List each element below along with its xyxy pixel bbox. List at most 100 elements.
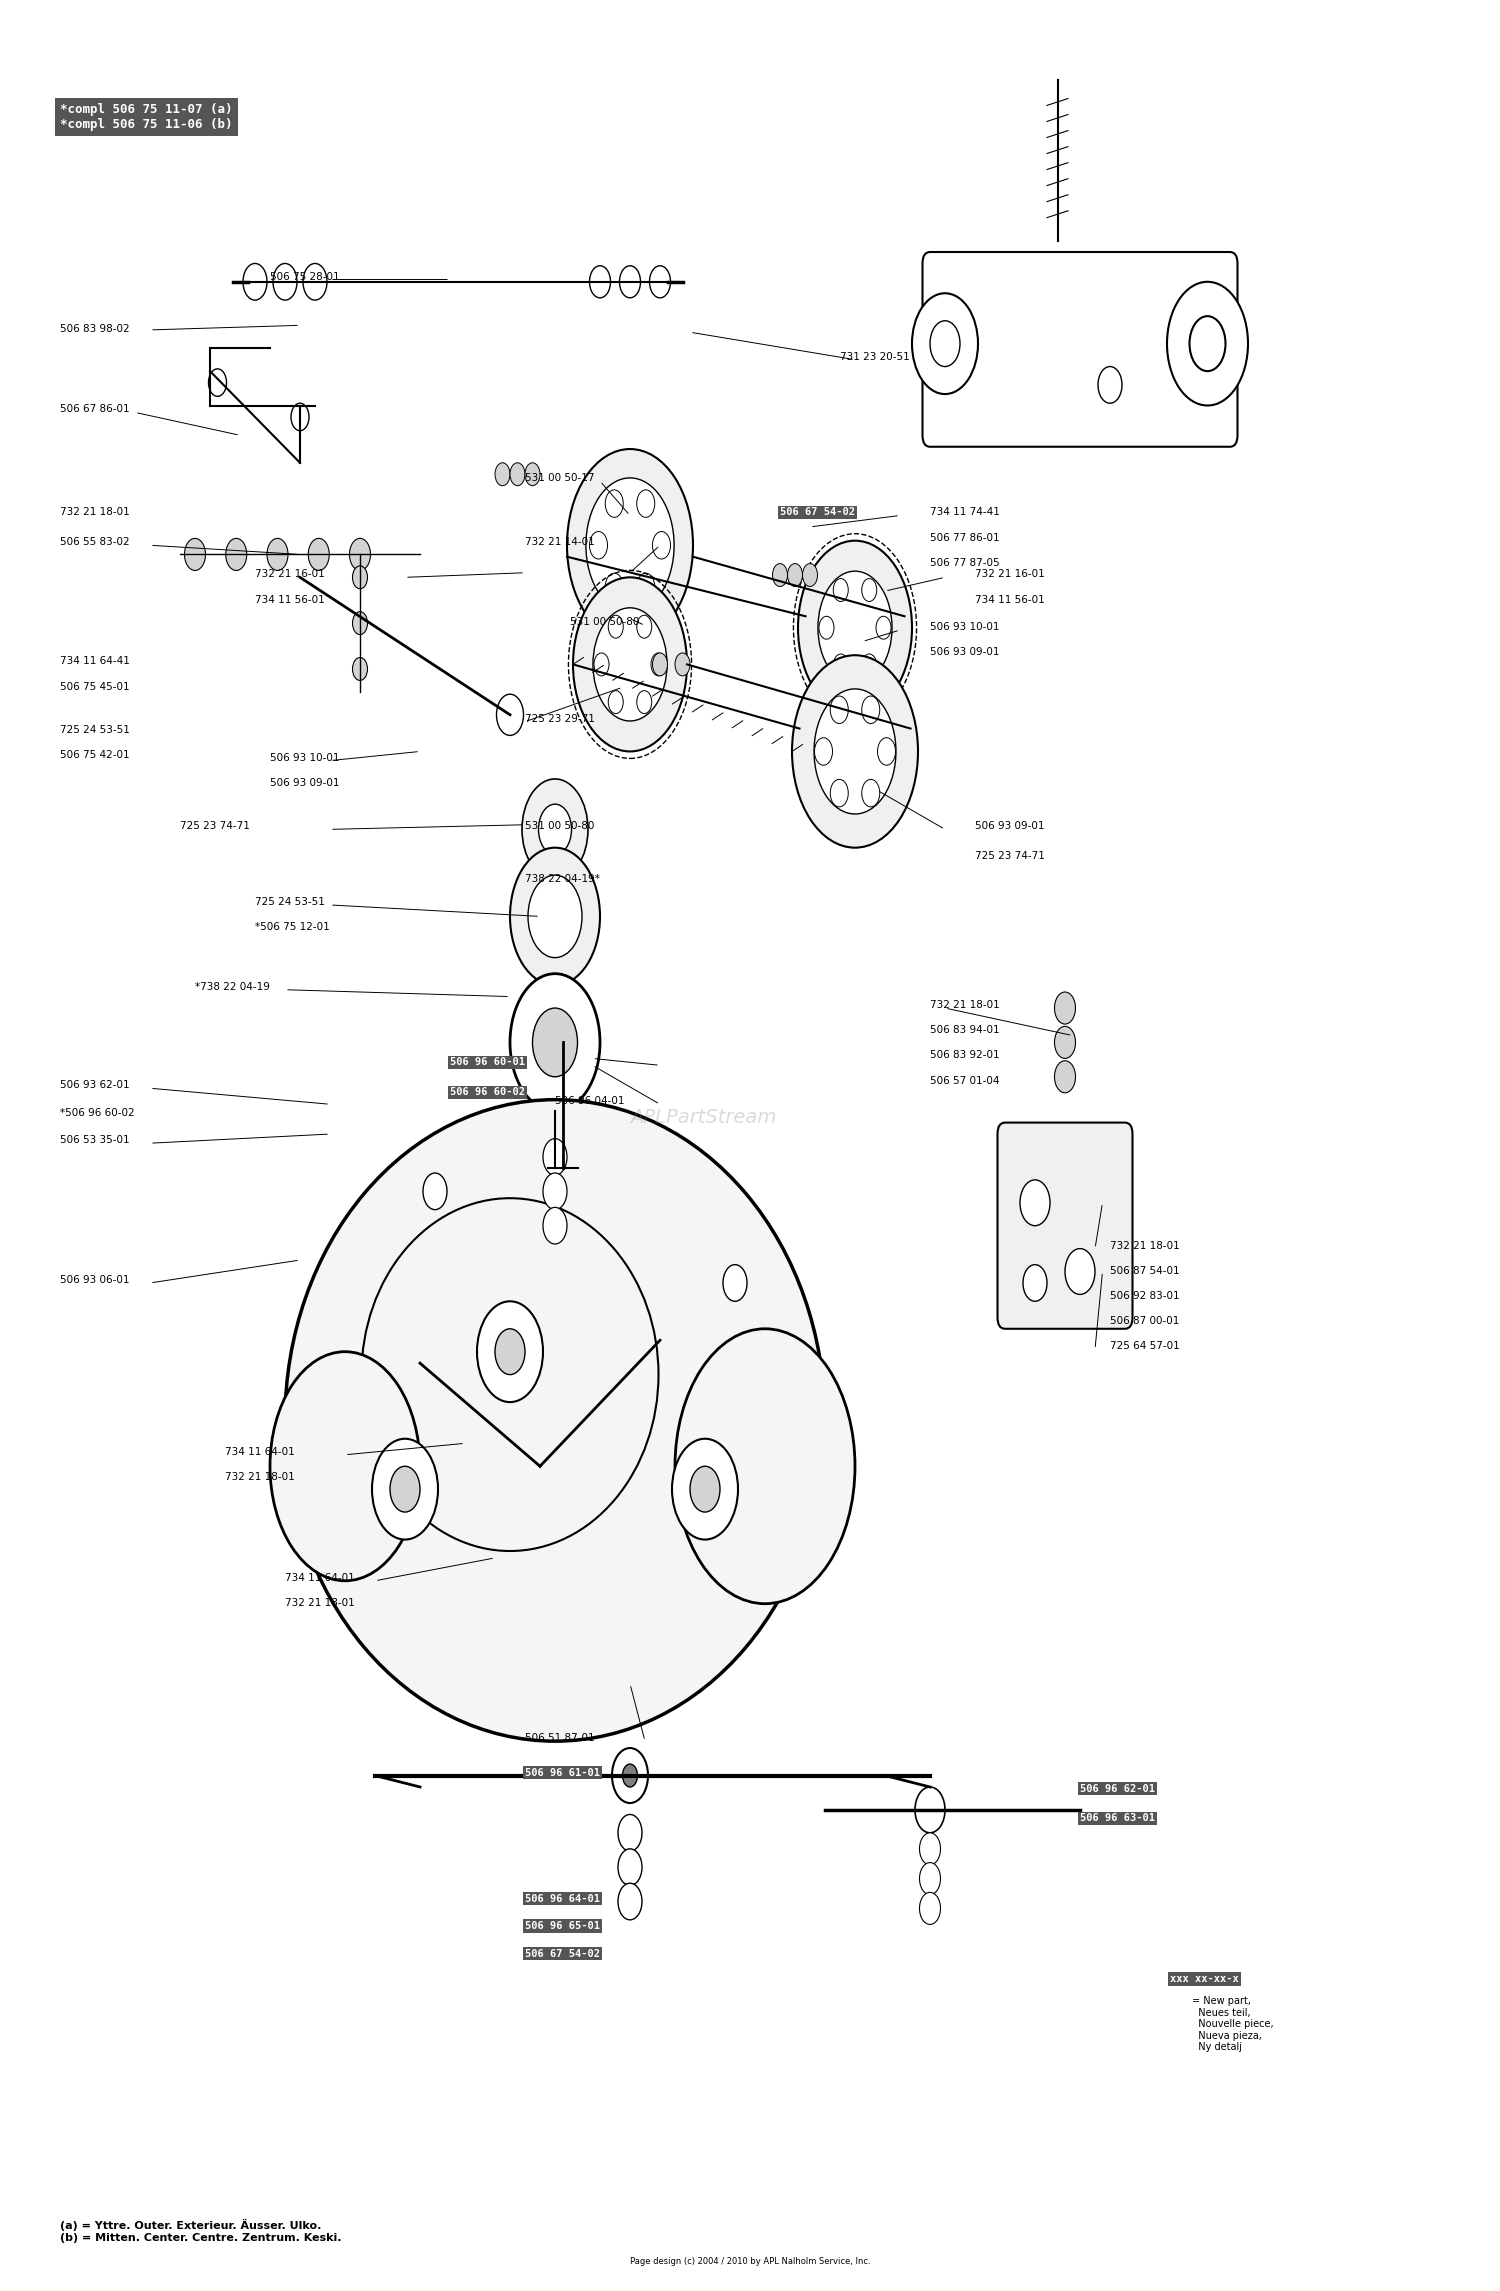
Circle shape — [920, 1833, 940, 1865]
Circle shape — [538, 804, 572, 855]
Circle shape — [184, 538, 206, 570]
Text: 734 11 64-01: 734 11 64-01 — [225, 1448, 294, 1457]
Text: 506 83 98-02: 506 83 98-02 — [60, 325, 129, 334]
Text: 732 21 18-01: 732 21 18-01 — [60, 509, 129, 518]
Text: 506 92 83-01: 506 92 83-01 — [1110, 1292, 1179, 1301]
Text: 506 77 86-01: 506 77 86-01 — [930, 534, 999, 543]
Circle shape — [1190, 316, 1225, 371]
Text: 506 75 45-01: 506 75 45-01 — [60, 683, 129, 692]
Text: 732 21 18-01: 732 21 18-01 — [225, 1473, 294, 1482]
Circle shape — [819, 616, 834, 639]
Text: 506 93 62-01: 506 93 62-01 — [60, 1081, 129, 1091]
Circle shape — [573, 577, 687, 751]
Circle shape — [792, 655, 918, 848]
Text: 734 11 64-01: 734 11 64-01 — [285, 1574, 354, 1583]
Circle shape — [495, 1329, 525, 1375]
Text: 506 67 86-01: 506 67 86-01 — [60, 406, 129, 415]
Circle shape — [243, 263, 267, 300]
Circle shape — [818, 570, 892, 685]
Text: 506 96 65-01: 506 96 65-01 — [525, 1922, 600, 1931]
Text: 506 51 87-01: 506 51 87-01 — [525, 1734, 594, 1743]
Circle shape — [1054, 1061, 1076, 1093]
Text: 506 96 60-02: 506 96 60-02 — [450, 1088, 525, 1097]
Text: 734 11 64-41: 734 11 64-41 — [60, 658, 130, 667]
Circle shape — [861, 580, 876, 603]
Text: 506 96 64-01: 506 96 64-01 — [525, 1895, 600, 1904]
Text: Page design (c) 2004 / 2010 by APL Nalholm Service, Inc.: Page design (c) 2004 / 2010 by APL Nalho… — [630, 2257, 870, 2266]
Circle shape — [1054, 992, 1076, 1024]
Text: 731 23 20-51: 731 23 20-51 — [840, 353, 909, 362]
Circle shape — [830, 779, 848, 806]
Text: 725 23 29-71: 725 23 29-71 — [525, 715, 596, 724]
FancyBboxPatch shape — [922, 252, 1238, 447]
Circle shape — [636, 616, 651, 639]
Text: APLPartStream: APLPartStream — [630, 1107, 777, 1127]
Text: 734 11 56-01: 734 11 56-01 — [975, 596, 1044, 605]
Text: 531 00 50-17: 531 00 50-17 — [525, 474, 594, 483]
Circle shape — [496, 694, 523, 735]
Circle shape — [618, 1849, 642, 1885]
Text: 732 21 14-01: 732 21 14-01 — [525, 538, 594, 548]
Circle shape — [590, 532, 608, 559]
Circle shape — [788, 564, 802, 586]
Circle shape — [1167, 282, 1248, 406]
Circle shape — [652, 653, 668, 676]
Circle shape — [604, 490, 624, 518]
Text: 725 24 53-51: 725 24 53-51 — [255, 898, 326, 907]
Text: 732 21 16-01: 732 21 16-01 — [975, 570, 1044, 580]
Circle shape — [815, 738, 833, 765]
Text: 734 11 56-01: 734 11 56-01 — [255, 596, 324, 605]
Text: 506 83 92-01: 506 83 92-01 — [930, 1052, 999, 1061]
Circle shape — [209, 369, 226, 396]
Circle shape — [303, 263, 327, 300]
Circle shape — [618, 1883, 642, 1920]
Circle shape — [834, 580, 849, 603]
Circle shape — [532, 1008, 578, 1077]
Ellipse shape — [675, 1329, 855, 1604]
Circle shape — [350, 538, 370, 570]
Text: *738 22 04-19: *738 22 04-19 — [195, 983, 270, 992]
Text: 506 67 54-02: 506 67 54-02 — [525, 1950, 600, 1959]
Ellipse shape — [285, 1100, 825, 1741]
Circle shape — [609, 690, 624, 713]
Text: *506 96 60-02: *506 96 60-02 — [60, 1109, 135, 1118]
Circle shape — [510, 463, 525, 486]
Text: 506 96 04-01: 506 96 04-01 — [555, 1097, 624, 1107]
Circle shape — [723, 1265, 747, 1301]
Circle shape — [309, 538, 330, 570]
Circle shape — [525, 463, 540, 486]
Text: 506 96 63-01: 506 96 63-01 — [1080, 1814, 1155, 1824]
Text: 506 93 09-01: 506 93 09-01 — [270, 779, 339, 788]
Circle shape — [690, 1466, 720, 1512]
Circle shape — [495, 463, 510, 486]
Circle shape — [267, 538, 288, 570]
Circle shape — [622, 1764, 638, 1787]
Ellipse shape — [270, 1352, 420, 1581]
Text: 725 64 57-01: 725 64 57-01 — [1110, 1343, 1179, 1352]
Circle shape — [609, 616, 624, 639]
Circle shape — [636, 490, 654, 518]
Circle shape — [650, 266, 670, 298]
Circle shape — [651, 653, 666, 676]
Circle shape — [273, 263, 297, 300]
Circle shape — [802, 564, 818, 586]
Circle shape — [831, 696, 849, 724]
Circle shape — [477, 1301, 543, 1402]
Circle shape — [636, 690, 651, 713]
Circle shape — [594, 653, 609, 676]
Text: 506 96 61-01: 506 96 61-01 — [525, 1769, 600, 1778]
Text: 732 21 18-01: 732 21 18-01 — [285, 1599, 354, 1608]
Circle shape — [920, 1892, 940, 1924]
Text: 531 00 50-80: 531 00 50-80 — [570, 619, 639, 628]
Circle shape — [522, 779, 588, 880]
Circle shape — [543, 1173, 567, 1210]
Circle shape — [225, 538, 246, 570]
Text: (a) = Yttre. Outer. Exterieur. Äusser. Ulko.
(b) = Mitten. Center. Centre. Zentr: (a) = Yttre. Outer. Exterieur. Äusser. U… — [60, 2220, 342, 2243]
Circle shape — [1065, 1249, 1095, 1294]
Text: 506 75 28-01: 506 75 28-01 — [270, 273, 339, 282]
Circle shape — [861, 779, 879, 806]
Circle shape — [834, 653, 849, 676]
Circle shape — [352, 658, 368, 680]
Circle shape — [567, 449, 693, 641]
Circle shape — [528, 875, 582, 958]
